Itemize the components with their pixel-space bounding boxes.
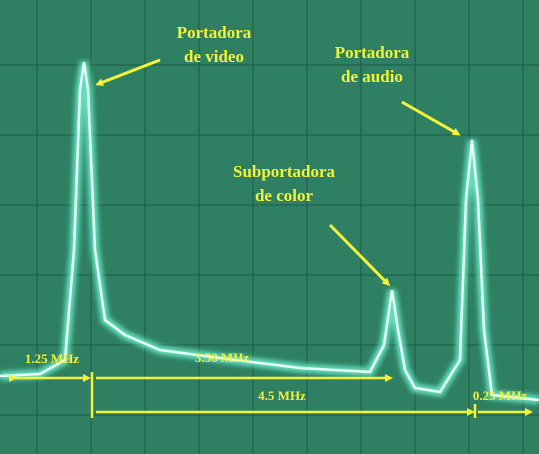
annotation-line: Portadora bbox=[177, 23, 252, 42]
annotation-line: Portadora bbox=[335, 43, 410, 62]
measurement-label: 0.25 MHz bbox=[473, 388, 527, 403]
annotation-line: de audio bbox=[341, 67, 403, 86]
annotation-line: de video bbox=[184, 47, 244, 66]
annotation-line: de color bbox=[255, 186, 314, 205]
measurement-label: 4.5 MHz bbox=[258, 388, 306, 403]
measurement-label: 3.58 MHz bbox=[195, 350, 249, 365]
measurement-label: 1.25 MHz bbox=[25, 351, 79, 366]
annotation-line: Subportadora bbox=[233, 162, 336, 181]
spectrum-screen: Portadora de video Portadora de audio Su… bbox=[0, 0, 539, 454]
